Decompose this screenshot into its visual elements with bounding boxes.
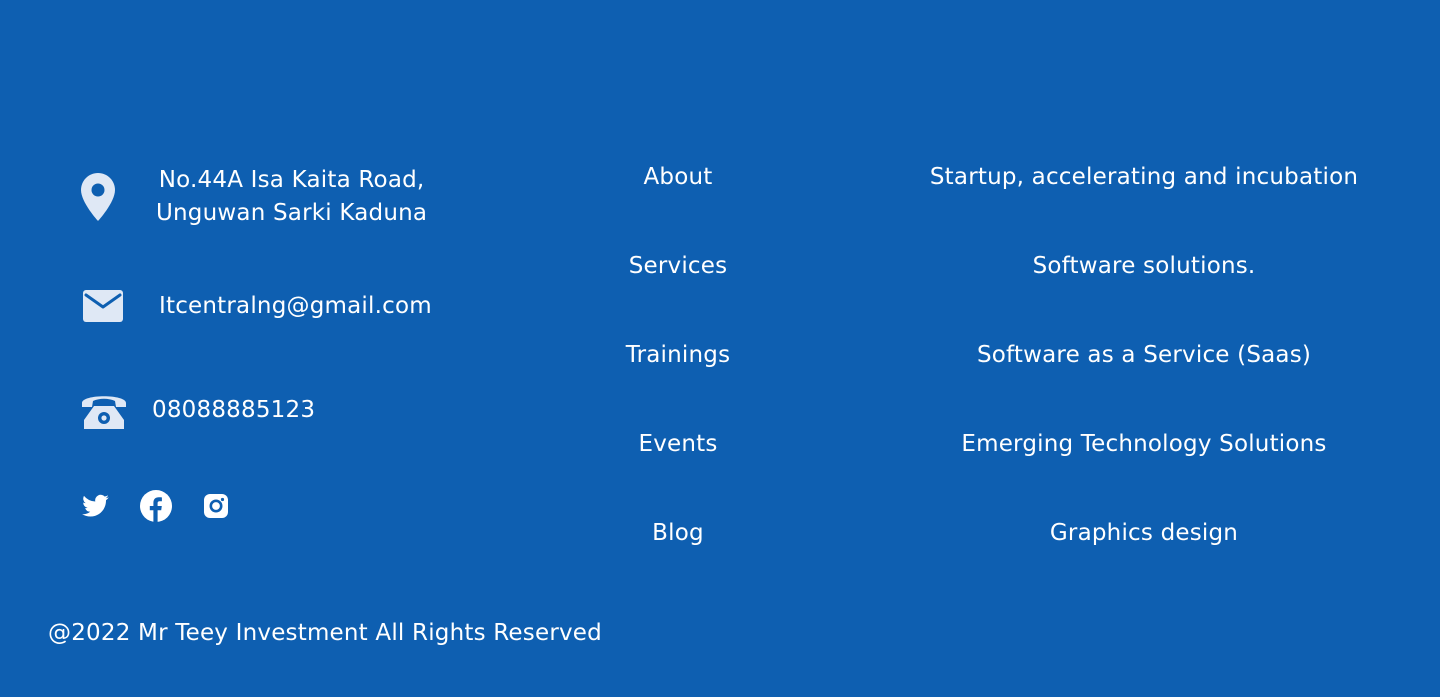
- social-links: [80, 490, 232, 522]
- instagram-icon[interactable]: [200, 490, 232, 522]
- nav-about[interactable]: About: [643, 164, 713, 190]
- service-saas[interactable]: Software as a Service (Saas): [976, 342, 1312, 368]
- address-line-1: No.44A Isa Kaita Road,: [158, 167, 425, 193]
- twitter-icon[interactable]: [80, 490, 112, 522]
- contact-email: Itcentralng@gmail.com: [80, 288, 432, 324]
- facebook-icon[interactable]: [140, 490, 172, 522]
- location-pin-icon: [80, 172, 116, 222]
- contact-phone: 08088885123: [80, 390, 315, 430]
- copyright-text: @2022 Mr Teey Investment All Rights Rese…: [48, 620, 602, 646]
- contact-address: No.44A Isa Kaita Road, Unguwan Sarki Kad…: [80, 164, 427, 230]
- address-text: No.44A Isa Kaita Road, Unguwan Sarki Kad…: [156, 164, 427, 230]
- envelope-icon: [80, 288, 126, 324]
- nav-trainings[interactable]: Trainings: [625, 342, 731, 368]
- email-link[interactable]: Itcentralng@gmail.com: [159, 293, 432, 319]
- service-startup[interactable]: Startup, accelerating and incubation: [929, 164, 1359, 190]
- service-software-solutions[interactable]: Software solutions.: [1032, 253, 1256, 279]
- nav-events[interactable]: Events: [638, 431, 718, 457]
- address-line-2: Unguwan Sarki Kaduna: [156, 200, 428, 226]
- telephone-icon: [80, 390, 128, 430]
- service-graphics-design[interactable]: Graphics design: [1049, 520, 1239, 546]
- phone-link[interactable]: 08088885123: [152, 397, 316, 423]
- nav-blog[interactable]: Blog: [652, 520, 704, 546]
- nav-services[interactable]: Services: [628, 253, 728, 279]
- service-emerging-tech[interactable]: Emerging Technology Solutions: [961, 431, 1327, 457]
